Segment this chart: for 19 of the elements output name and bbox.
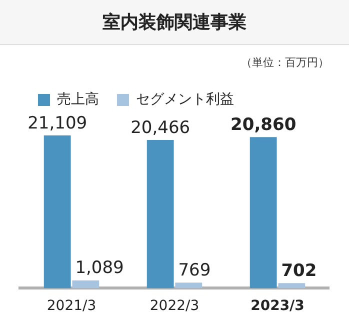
bar	[146, 140, 174, 288]
data-label: 769	[178, 260, 211, 281]
bar	[72, 280, 100, 288]
chart-title: 室内装飾関連事業	[0, 0, 349, 45]
bar	[250, 137, 277, 288]
data-label: 20,860	[230, 115, 296, 136]
legend-label: セグメント利益	[136, 92, 234, 108]
data-label: 1,089	[75, 258, 124, 278]
text: （単位：百万円）	[240, 55, 330, 71]
data-label: 21,109	[28, 113, 88, 134]
x-tick-label: 2022/3	[150, 298, 200, 314]
data-label: 702	[281, 261, 317, 282]
legend-label: 売上高	[57, 92, 99, 108]
data-label: 20,466	[130, 118, 190, 138]
bar	[278, 283, 306, 288]
bar	[44, 135, 71, 288]
x-tick-label: 2023/3	[250, 298, 304, 314]
x-tick-label: 2021/3	[46, 298, 96, 314]
bar	[175, 282, 202, 288]
